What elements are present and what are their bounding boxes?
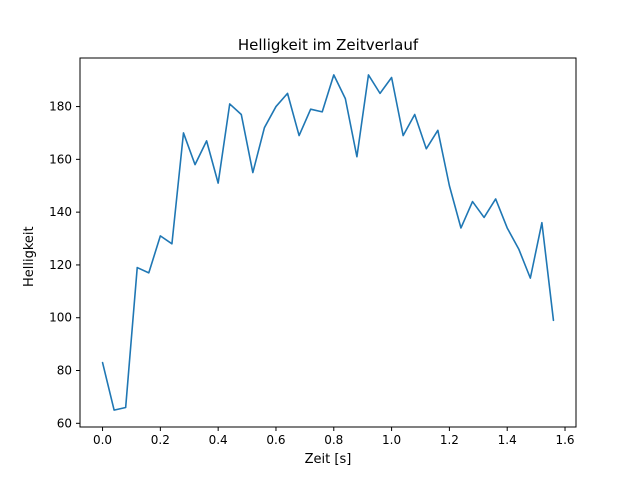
x-tick-label: 1.6 bbox=[555, 433, 574, 447]
x-tick-label: 0.8 bbox=[324, 433, 343, 447]
y-tick-label: 160 bbox=[49, 152, 72, 166]
y-tick-label: 80 bbox=[57, 364, 72, 378]
x-tick-label: 0.2 bbox=[151, 433, 170, 447]
y-tick-label: 180 bbox=[49, 100, 72, 114]
x-tick-label: 0.0 bbox=[93, 433, 112, 447]
x-tick-label: 1.4 bbox=[498, 433, 517, 447]
chart-title: Helligkeit im Zeitverlauf bbox=[237, 36, 419, 54]
y-tick-label: 100 bbox=[49, 311, 72, 325]
x-tick-label: 0.6 bbox=[266, 433, 285, 447]
y-tick-label: 60 bbox=[57, 416, 72, 430]
y-tick-label: 140 bbox=[49, 205, 72, 219]
x-tick-label: 1.2 bbox=[440, 433, 459, 447]
x-tick-label: 0.4 bbox=[209, 433, 228, 447]
brightness-line-series bbox=[101, 74, 555, 411]
x-axis-label: Zeit [s] bbox=[304, 452, 352, 467]
axes-spines bbox=[79, 57, 577, 428]
x-tick-label: 1.0 bbox=[382, 433, 401, 447]
y-tick-label: 120 bbox=[49, 258, 72, 272]
